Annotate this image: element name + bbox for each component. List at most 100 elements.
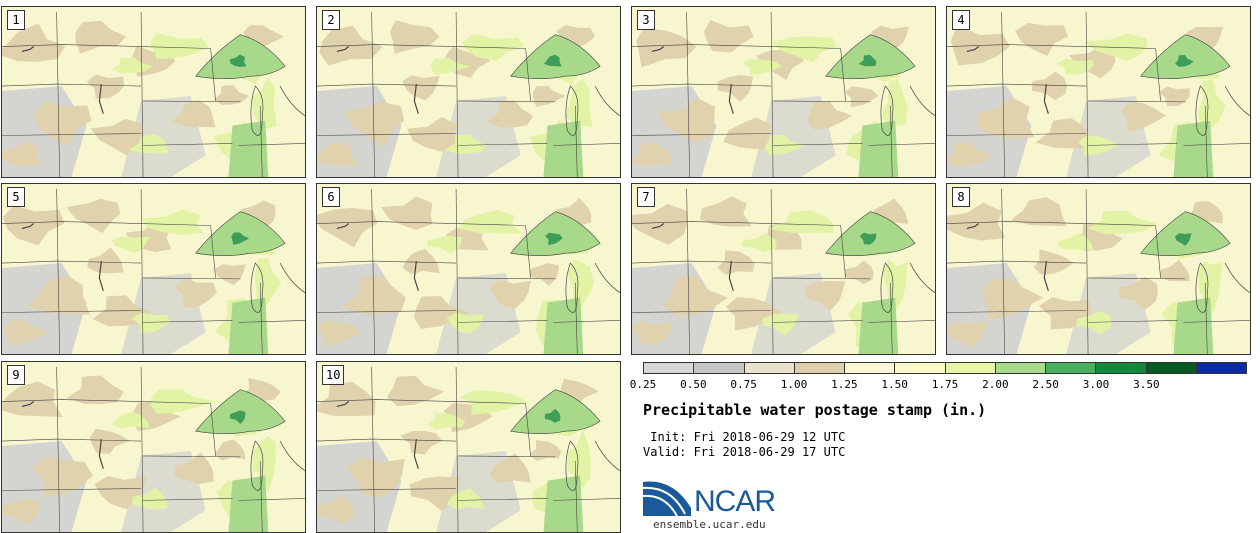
moist-area <box>566 78 593 128</box>
state-border <box>632 260 772 264</box>
state-border <box>140 188 144 354</box>
state-border <box>56 366 60 532</box>
logo-name: NCAR <box>694 485 776 518</box>
moist-area <box>880 78 908 127</box>
map-panel-9: 9 <box>1 361 306 533</box>
state-border <box>143 498 233 501</box>
state-border <box>317 44 526 49</box>
high-moisture-area <box>544 54 562 67</box>
figure-title: Precipitable water postage stamp (in.) <box>643 401 987 419</box>
state-border <box>210 48 216 101</box>
state-border <box>632 133 772 136</box>
state-border <box>455 366 459 532</box>
state-border <box>2 133 142 136</box>
lake-huron <box>279 85 305 117</box>
low-moisture-area <box>632 203 688 245</box>
moist-area <box>1056 58 1094 75</box>
map-panel-3: 3 <box>631 6 936 178</box>
state-border <box>868 320 935 323</box>
low-moisture-area <box>66 198 121 234</box>
state-border <box>317 83 457 87</box>
state-border <box>2 310 142 313</box>
river <box>1043 84 1049 114</box>
state-border <box>458 277 556 280</box>
state-border <box>238 143 305 146</box>
low-moisture-area <box>214 85 250 105</box>
state-border <box>371 11 375 177</box>
low-moisture-area <box>723 117 777 150</box>
river <box>413 439 419 469</box>
moist-area <box>430 58 471 75</box>
river <box>728 84 734 114</box>
high-moisture-area <box>229 54 247 67</box>
state-border <box>458 320 548 323</box>
low-moisture-area <box>2 381 63 418</box>
state-border <box>56 11 60 177</box>
high-moisture-area <box>544 408 561 423</box>
state-border <box>1204 105 1208 177</box>
state-border <box>2 488 142 491</box>
low-moisture-area <box>726 297 783 331</box>
low-moisture-area <box>844 86 879 108</box>
colorbar-cell <box>744 363 795 373</box>
high-moisture-area <box>1174 233 1192 246</box>
low-moisture-area <box>413 295 470 329</box>
logo-url: ensemble.ucar.edu <box>653 518 766 531</box>
low-moisture-area <box>807 101 853 130</box>
low-moisture-area <box>804 280 846 311</box>
low-moisture-area <box>240 200 276 229</box>
low-moisture-area <box>342 276 407 315</box>
panel-number: 10 <box>322 365 345 385</box>
low-moisture-area <box>632 320 672 345</box>
lake-huron <box>279 262 305 294</box>
low-moisture-area <box>980 278 1044 320</box>
low-moisture-area <box>1033 249 1074 275</box>
moist-area <box>567 429 591 488</box>
river <box>966 223 980 230</box>
state-border <box>553 320 620 323</box>
state-border <box>317 438 457 442</box>
moist-area <box>543 120 584 177</box>
map-image <box>317 184 620 354</box>
lake-michigan <box>250 262 264 313</box>
map-image <box>632 7 935 177</box>
lake-michigan <box>880 85 894 136</box>
colorbar-cell <box>945 363 996 373</box>
lake-superior-area <box>510 211 601 256</box>
low-moisture-area <box>66 375 124 405</box>
state-border <box>317 310 457 313</box>
low-moisture-area <box>317 495 355 524</box>
river <box>336 223 350 230</box>
lake-superior-area <box>1140 211 1231 256</box>
state-border <box>947 133 1087 136</box>
panel-number: 6 <box>322 187 340 207</box>
state-border <box>553 498 620 501</box>
moist-area <box>772 36 837 63</box>
river <box>21 46 35 53</box>
low-moisture-area <box>174 452 214 485</box>
map-image <box>317 362 620 532</box>
state-border <box>574 282 578 354</box>
state-border <box>317 133 457 136</box>
state-border <box>773 143 863 146</box>
low-moisture-area <box>632 142 673 166</box>
moist-area <box>456 209 522 234</box>
state-border <box>458 143 548 146</box>
state-border <box>889 105 893 177</box>
lake-huron <box>279 440 305 472</box>
moist-area <box>252 435 276 493</box>
colorbar-tick-label: 1.75 <box>931 378 959 391</box>
low-moisture-area <box>1159 259 1190 282</box>
state-border <box>259 460 263 532</box>
colorbar-cell <box>794 363 845 373</box>
moist-area <box>111 236 150 254</box>
map-panel-10: 10 <box>316 361 621 533</box>
state-border <box>238 320 305 323</box>
state-border <box>1088 320 1178 323</box>
map-panel-8: 8 <box>946 183 1251 355</box>
state-border <box>525 48 531 101</box>
state-border <box>458 455 556 458</box>
state-border <box>371 366 375 532</box>
moist-area <box>1057 232 1094 250</box>
moist-area <box>444 134 487 154</box>
